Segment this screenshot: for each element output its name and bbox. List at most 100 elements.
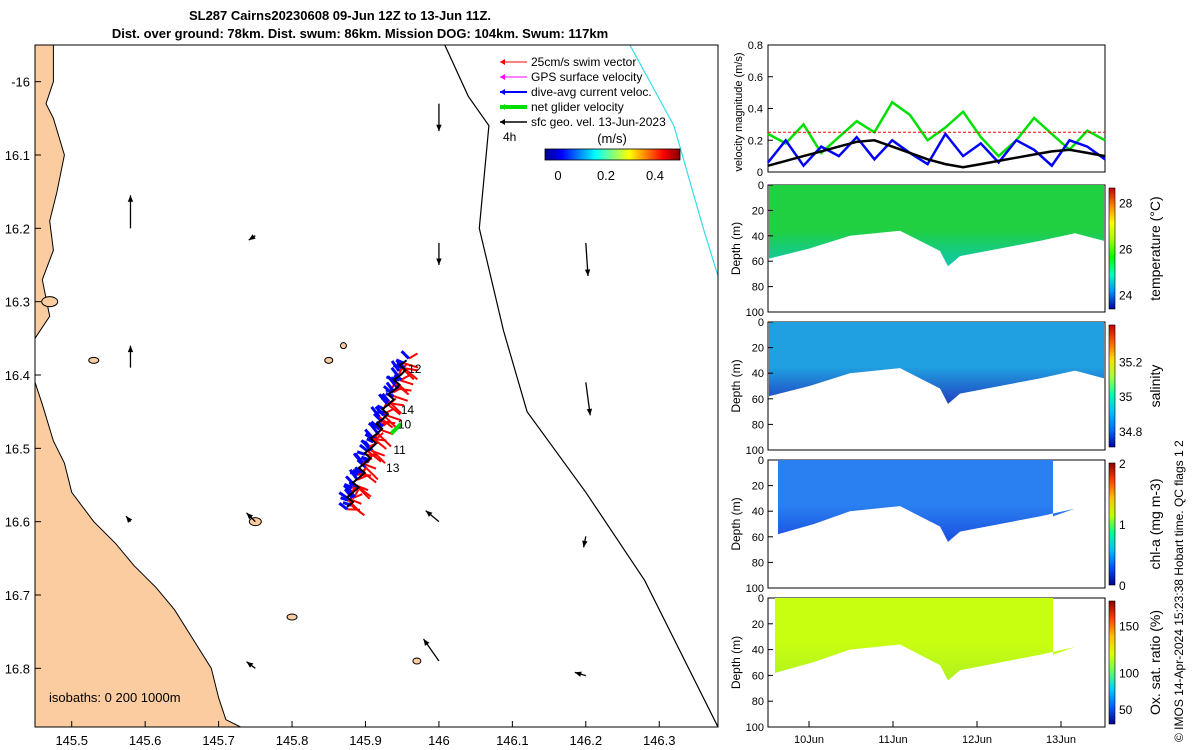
dive-avg-vector (340, 496, 349, 502)
velocity-ylabel: velocity magnitude (m/s) (733, 52, 745, 171)
depth-ylabel-0: Depth (m) (729, 222, 743, 275)
swim-vector (398, 379, 414, 386)
legend-entry-4: sfc geo. vel. 13-Jun-2023 (531, 115, 666, 129)
swim-vector (386, 402, 401, 416)
velocity-series-2 (767, 139, 1106, 169)
map-ytick-label: -16 (11, 75, 30, 90)
dive-avg-vector (354, 467, 364, 474)
sfc-geo-arrowhead-14 (574, 671, 582, 677)
depth-section-fill-2 (778, 460, 1075, 542)
swim-vector (367, 450, 382, 463)
sfc-geo-arrowhead-5 (246, 661, 254, 668)
colorbar-1 (1108, 324, 1116, 448)
dive-avg-vector (343, 483, 353, 490)
dive-avg-vector (366, 437, 374, 444)
footer-credit: © IMOS 14-Apr-2024 15:23:38 Hobart time.… (1172, 440, 1186, 742)
depth-ytick-label: 100 (746, 307, 764, 319)
colorbar-label-3: Ox. sat. ratio (%) (1147, 610, 1163, 715)
dive-avg-vector (400, 350, 410, 360)
track-label-11: 11 (393, 443, 406, 457)
colorbar-label-1: salinity (1147, 365, 1163, 408)
legend-entry-3: net glider velocity (531, 100, 624, 114)
map-ytick-label: 16.5 (5, 441, 30, 456)
swim-vector (347, 499, 362, 514)
colorbar-0 (1108, 187, 1116, 310)
depth-ytick-label: 0 (758, 180, 764, 192)
depth-section-fill-1 (769, 322, 1104, 404)
swim-vector (404, 367, 418, 372)
depth-ytick-label: 40 (752, 645, 764, 657)
dive-avg-vector (354, 452, 364, 464)
track-label-13: 13 (386, 461, 400, 475)
swim-vector (364, 466, 379, 481)
glider-track-group (338, 350, 419, 517)
depth-ytick-label: 80 (752, 419, 764, 431)
depth-ytick-label: 20 (752, 619, 764, 631)
sfc-geo-arrowhead-11 (584, 269, 591, 276)
island-4 (286, 613, 298, 621)
swim-vector (357, 473, 372, 477)
legend-time-note: 4h (503, 130, 516, 144)
colorbar-tick-2: 0 (1119, 579, 1126, 593)
legend-colorbar-tick: 0.2 (597, 168, 615, 183)
legend-colorbar-tick: 0.4 (646, 168, 664, 183)
island-0 (41, 296, 59, 308)
depth-panel-1: 0 20 40 60 80 100 Depth (m) 35.2 35 34.8 salinity (729, 317, 1163, 457)
swim-vector (352, 493, 363, 500)
depth-ytick-label: 20 (752, 205, 764, 217)
dive-avg-vector (390, 366, 400, 377)
map-ytick-label: 16.8 (5, 661, 30, 676)
velocity-series-1 (767, 131, 1106, 168)
track-label-14: 14 (401, 403, 415, 417)
depth-ylabel-2: Depth (m) (729, 497, 743, 550)
legend-colorbar-tick: 0 (554, 168, 561, 183)
depth-ytick-label: 0 (758, 317, 764, 329)
map-xtick-label: 146.1 (496, 733, 529, 748)
sfc-geo-arrowhead-12 (586, 408, 593, 416)
isobaths-label: isobaths: 0 200 1000m (49, 690, 181, 705)
swim-vector (393, 395, 409, 402)
legend-arrowhead-4 (500, 119, 505, 125)
depth-ytick-label: 100 (746, 583, 764, 595)
depth-panel-2: 0 20 40 60 80 100 Depth (m) 2 1 0 chl-a (mg m-3) (729, 455, 1163, 595)
legend-arrowhead-0 (500, 59, 505, 65)
depth-ytick-label: 0 (758, 593, 764, 605)
colorbar-tick-1: 34.8 (1119, 425, 1143, 439)
sfc-geo-arrowhead-10 (423, 639, 430, 646)
legend-entry-1: GPS surface velocity (531, 70, 642, 84)
swim-vector (356, 485, 371, 500)
sfc-geo-arrowhead-7 (436, 124, 442, 132)
velocity-ytick-label: 0.6 (748, 72, 763, 84)
map-xtick-label: 145.6 (129, 733, 162, 748)
depth-ytick-label: 80 (752, 696, 764, 708)
dive-avg-vector (343, 488, 354, 500)
sfc-geo-arrowhead-9 (425, 510, 433, 517)
colorbar-label-0: temperature (°C) (1147, 196, 1163, 300)
velocity-ytick-label: 0.2 (748, 135, 763, 147)
track-label-12: 12 (408, 362, 422, 376)
depth-ytick-label: 20 (752, 343, 764, 355)
depth-ytick-label: 60 (752, 670, 764, 682)
dive-avg-vector (371, 423, 379, 429)
swim-vector (386, 414, 402, 422)
depth-section-fill-0 (769, 185, 1104, 267)
colorbar-3 (1108, 600, 1116, 725)
map-ytick-label: 16.7 (5, 588, 30, 603)
track-label-10: 10 (398, 418, 412, 432)
velocity-ytick-label: 0.8 (748, 40, 763, 52)
chart-title-line1: SL287 Cairns20230608 09-Jun 12Z to 13-Ju… (188, 8, 492, 23)
depth-ytick-label: 40 (752, 231, 764, 243)
colorbar-tick-1: 35.2 (1119, 356, 1143, 370)
dive-avg-vector (356, 450, 366, 456)
dive-avg-vector (392, 363, 402, 369)
swim-vector (372, 437, 387, 450)
colorbar-tick-3: 50 (1119, 703, 1133, 717)
depth-ytick-label: 100 (746, 445, 764, 457)
legend-colorbar-label: (m/s) (597, 131, 627, 146)
map-ytick-label: 16.3 (5, 295, 30, 310)
dive-avg-vector (360, 455, 369, 461)
net-velocity-vector (389, 422, 403, 436)
swim-vector (377, 433, 392, 448)
